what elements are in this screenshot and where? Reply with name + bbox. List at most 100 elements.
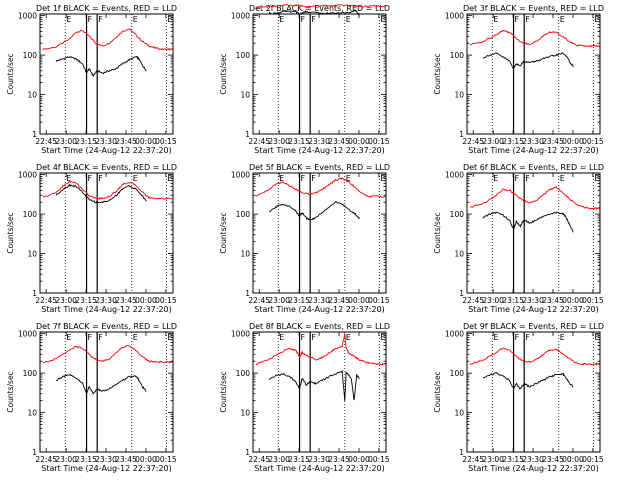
y-tick-label: 10 <box>454 409 464 418</box>
x-tick-label: 23:00 <box>268 137 290 146</box>
x-tick-label: 23:30 <box>522 455 544 464</box>
panel-6: Det 6f BLACK = Events, RED = LLD E F F E E 1 10… <box>433 163 604 314</box>
y-tick-label: 100 <box>450 369 465 378</box>
x-tick-label: 23:45 <box>542 296 564 305</box>
plot-frame <box>252 331 387 453</box>
marker-label: F <box>301 174 306 183</box>
x-axis-label: Start Time (24-Aug-12 22:37:20) <box>468 305 599 314</box>
series-events-line <box>268 369 360 401</box>
marker-label: E <box>493 333 498 342</box>
x-tick-label: 23:45 <box>328 455 350 464</box>
series-lld-line <box>469 29 601 48</box>
y-tick-label: 1 <box>32 448 37 457</box>
x-tick-label: 23:45 <box>115 137 137 146</box>
x-tick-label: 23:30 <box>522 137 544 146</box>
x-tick-label: 23:45 <box>328 137 350 146</box>
marker-label: E <box>167 15 172 24</box>
x-tick-label: 23:30 <box>95 455 117 464</box>
panel-title: Det 9f BLACK = Events, RED = LLD <box>463 322 604 331</box>
marker-label: E <box>66 15 71 24</box>
y-tick-label: 10 <box>240 91 250 100</box>
marker-label: F <box>301 15 306 24</box>
x-tick-label: 23:00 <box>482 137 504 146</box>
x-axis-label: Start Time (24-Aug-12 22:37:20) <box>254 464 385 473</box>
x-tick-label: 23:45 <box>328 296 350 305</box>
marker-label: E <box>380 333 385 342</box>
y-axis-label: Counts/sec <box>433 212 442 253</box>
x-tick-label: 00:15 <box>582 296 604 305</box>
marker-label: E <box>493 15 498 24</box>
y-tick-label: 100 <box>23 369 38 378</box>
marker-label: E <box>279 333 284 342</box>
x-tick-label: 22:45 <box>35 455 57 464</box>
x-tick-label: 23:45 <box>115 455 137 464</box>
x-tick-label: 00:00 <box>135 137 157 146</box>
series-lld-line <box>469 347 601 366</box>
y-tick-label: 1000 <box>231 171 250 180</box>
series-lld-line <box>42 345 174 364</box>
y-tick-label: 1 <box>459 289 464 298</box>
y-tick-label: 1000 <box>445 12 464 21</box>
x-tick-label: 22:45 <box>248 296 270 305</box>
y-axis-label: Counts/sec <box>433 53 442 94</box>
x-axis-label: Start Time (24-Aug-12 22:37:20) <box>41 464 172 473</box>
x-tick-label: 22:45 <box>462 455 484 464</box>
x-tick-label: 23:15 <box>75 137 97 146</box>
x-tick-label: 23:00 <box>268 296 290 305</box>
series-lld-line <box>42 28 174 51</box>
x-tick-label: 00:00 <box>562 137 584 146</box>
marker-label: F <box>311 174 316 183</box>
marker-label: F <box>525 333 530 342</box>
x-tick-label: 22:45 <box>35 137 57 146</box>
x-tick-label: 23:45 <box>542 137 564 146</box>
y-tick-label: 10 <box>454 250 464 259</box>
marker-label: F <box>98 15 103 24</box>
x-tick-label: 22:45 <box>248 455 270 464</box>
plot-frame <box>39 13 174 135</box>
y-tick-label: 1000 <box>231 12 250 21</box>
marker-label: E <box>560 333 565 342</box>
panel-title: Det 4f BLACK = Events, RED = LLD <box>36 163 177 172</box>
x-tick-label: 23:15 <box>502 296 524 305</box>
x-tick-label: 00:15 <box>155 455 177 464</box>
panel-title: Det 2f BLACK = Events, RED = LLD <box>249 4 390 13</box>
y-tick-label: 10 <box>27 250 37 259</box>
panel-1: Det 1f BLACK = Events, RED = LLD E F F E E 1 10… <box>6 4 177 155</box>
panel-title: Det 1f BLACK = Events, RED = LLD <box>36 4 177 13</box>
x-tick-label: 23:15 <box>75 455 97 464</box>
marker-label: E <box>493 174 498 183</box>
panel-4: Det 4f BLACK = Events, RED = LLD E F F E E 1 10… <box>6 163 177 314</box>
x-tick-label: 23:00 <box>55 137 77 146</box>
x-axis-label: Start Time (24-Aug-12 22:37:20) <box>254 146 385 155</box>
marker-label: E <box>594 15 599 24</box>
x-tick-label: 23:30 <box>308 137 330 146</box>
marker-label: F <box>88 174 93 183</box>
y-axis-label: Counts/sec <box>6 212 15 253</box>
x-tick-label: 23:15 <box>288 137 310 146</box>
marker-label: F <box>525 15 530 24</box>
marker-label: E <box>66 174 71 183</box>
x-tick-label: 00:15 <box>368 455 390 464</box>
panel-5: Det 5f BLACK = Events, RED = LLD E F F E E 1 10… <box>219 163 390 314</box>
marker-label: F <box>88 15 93 24</box>
y-axis-label: Counts/sec <box>219 371 228 412</box>
panel-9: Det 9f BLACK = Events, RED = LLD E F F E E 1 10… <box>433 322 604 473</box>
x-tick-label: 23:15 <box>75 296 97 305</box>
panel-2: Det 2f BLACK = Events, RED = LLD E F F E E 1 10… <box>219 4 390 155</box>
x-tick-label: 00:00 <box>135 296 157 305</box>
marker-label: E <box>133 174 138 183</box>
x-tick-label: 00:15 <box>582 137 604 146</box>
series-lld-line <box>255 333 387 366</box>
panel-title: Det 8f BLACK = Events, RED = LLD <box>249 322 390 331</box>
x-tick-label: 00:00 <box>348 137 370 146</box>
marker-label: E <box>594 333 599 342</box>
x-tick-label: 23:30 <box>308 455 330 464</box>
x-tick-label: 00:15 <box>155 137 177 146</box>
y-axis-label: Counts/sec <box>6 371 15 412</box>
y-tick-label: 100 <box>236 210 251 219</box>
x-tick-label: 00:00 <box>348 455 370 464</box>
x-tick-label: 23:00 <box>482 296 504 305</box>
x-tick-label: 00:00 <box>135 455 157 464</box>
series-lld-line <box>255 4 387 9</box>
